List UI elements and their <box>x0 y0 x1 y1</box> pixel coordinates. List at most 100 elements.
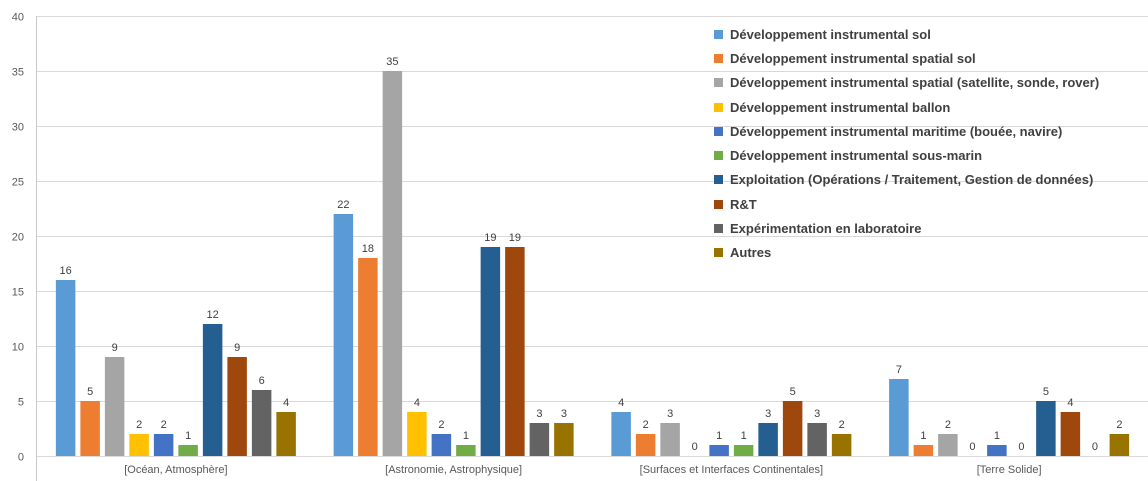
y-tick-label: 40 <box>12 12 24 24</box>
data-label: 0 <box>1018 441 1024 453</box>
chart-legend: Développement instrumental sol Développem… <box>714 22 1099 265</box>
y-tick-label: 5 <box>18 397 24 409</box>
data-label: 3 <box>765 408 771 420</box>
legend-swatch <box>714 102 723 112</box>
data-label: 1 <box>716 430 722 442</box>
data-label: 35 <box>386 56 398 68</box>
data-label: 12 <box>207 309 219 321</box>
y-tick-label: 0 <box>18 452 24 464</box>
legend-label: Expérimentation en laboratoire <box>730 221 922 237</box>
y-tick-label: 30 <box>12 122 24 134</box>
legend-label: R&T <box>730 196 757 212</box>
bar <box>333 214 354 456</box>
bar <box>407 412 427 456</box>
legend-swatch <box>714 248 723 258</box>
data-label: 19 <box>484 232 496 244</box>
bar <box>227 357 247 456</box>
data-label: 1 <box>741 430 747 442</box>
data-label: 5 <box>1043 386 1049 398</box>
bar <box>554 423 574 456</box>
bar <box>55 280 76 456</box>
data-label: 2 <box>161 419 167 431</box>
bar <box>431 434 452 456</box>
legend-swatch <box>714 224 723 234</box>
legend-item: Développement instrumental ballon <box>714 95 1099 119</box>
bar <box>529 423 550 456</box>
bar <box>202 324 223 456</box>
data-label: 0 <box>969 441 975 453</box>
data-label: 5 <box>87 386 93 398</box>
bar <box>733 445 754 456</box>
bar <box>987 445 1007 456</box>
legend-label: Développement instrumental spatial sol <box>730 50 976 66</box>
legend-label: Exploitation (Opérations / Traitement, G… <box>730 172 1094 188</box>
bar <box>382 71 403 456</box>
legend-swatch <box>714 53 723 63</box>
data-label: 1 <box>994 430 1000 442</box>
data-label: 0 <box>1092 441 1098 453</box>
data-label: 2 <box>438 419 444 431</box>
legend-item: Expérimentation en laboratoire <box>714 216 1099 240</box>
legend-swatch <box>714 126 723 136</box>
data-label: 3 <box>561 408 567 420</box>
data-label: 16 <box>60 265 72 277</box>
bar <box>456 445 476 456</box>
x-category-label: [Océan, Atmosphère] <box>124 464 227 476</box>
legend-swatch <box>714 175 723 185</box>
bar <box>611 412 631 456</box>
data-label: 9 <box>234 342 240 354</box>
data-label: 0 <box>692 441 698 453</box>
legend-swatch <box>714 29 723 39</box>
y-tick-label: 20 <box>12 232 24 244</box>
legend-label: Développement instrumental sous-marin <box>730 148 983 164</box>
legend-item: Exploitation (Opérations / Traitement, G… <box>714 168 1099 192</box>
legend-item: Développement instrumental spatial (sate… <box>714 71 1099 95</box>
bar <box>938 434 958 456</box>
bar <box>251 390 272 456</box>
legend-item: Développement instrumental sol <box>714 22 1099 46</box>
data-label: 9 <box>112 342 118 354</box>
bar <box>913 445 934 456</box>
bar <box>153 434 174 456</box>
data-label: 4 <box>1067 397 1073 409</box>
bar <box>758 423 778 456</box>
data-label: 6 <box>259 375 265 387</box>
bar <box>1109 434 1130 456</box>
data-label: 7 <box>896 364 902 376</box>
data-label: 3 <box>814 408 820 420</box>
data-label: 1 <box>185 430 191 442</box>
bar <box>889 379 909 456</box>
data-label: 1 <box>463 430 469 442</box>
data-label: 4 <box>618 397 624 409</box>
legend-item: Développement instrumental spatial sol <box>714 46 1099 70</box>
bar <box>1060 412 1081 456</box>
y-tick-label: 25 <box>12 177 24 189</box>
data-label: 2 <box>136 419 142 431</box>
bar <box>276 412 296 456</box>
bar <box>80 401 100 456</box>
data-label: 19 <box>509 232 521 244</box>
bar <box>782 401 803 456</box>
legend-item: R&T <box>714 192 1099 216</box>
bar <box>129 434 149 456</box>
data-label: 5 <box>790 386 796 398</box>
legend-swatch <box>714 78 723 88</box>
legend-label: Développement instrumental maritime (bou… <box>730 123 1063 139</box>
data-label: 4 <box>414 397 420 409</box>
legend-label: Autres <box>730 245 772 261</box>
y-tick-label: 15 <box>12 287 24 299</box>
legend-label: Développement instrumental spatial (sate… <box>730 75 1100 91</box>
data-label: 22 <box>337 199 349 211</box>
x-category-label: [Terre Solide] <box>977 464 1042 476</box>
bar <box>358 258 378 456</box>
x-category-label: [Surfaces et Interfaces Continentales] <box>640 464 823 476</box>
y-tick-label: 10 <box>12 342 24 354</box>
bar <box>178 445 198 456</box>
bar <box>660 423 680 456</box>
legend-label: Développement instrumental ballon <box>730 99 951 115</box>
bar <box>1036 401 1056 456</box>
bar <box>831 434 852 456</box>
legend-swatch <box>714 151 723 161</box>
data-label: 2 <box>839 419 845 431</box>
